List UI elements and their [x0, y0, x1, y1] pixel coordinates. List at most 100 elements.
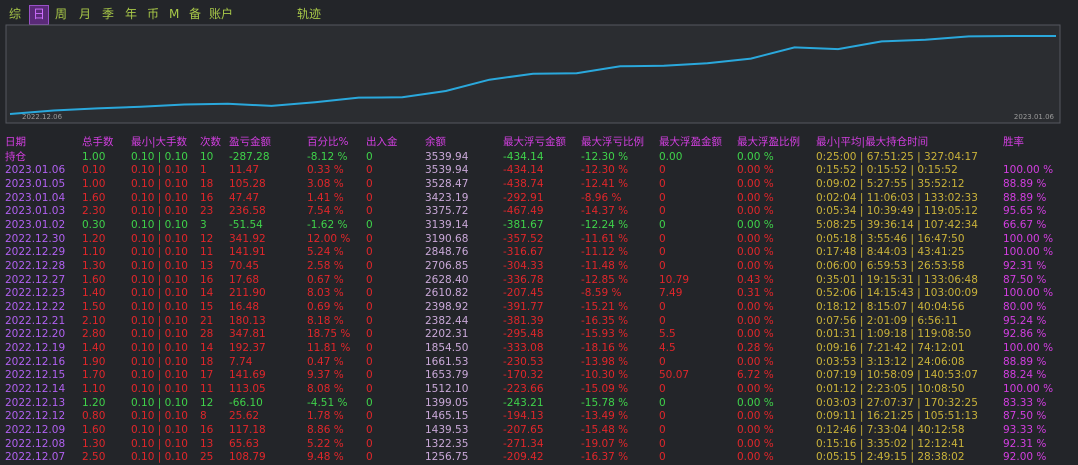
table-cell: -207.65	[503, 424, 544, 437]
table-cell: 0.00 %	[737, 260, 774, 273]
table-cell: 141.91	[229, 246, 266, 259]
table-cell: 3139.14	[425, 219, 469, 232]
table-cell: -11.12 %	[581, 246, 629, 259]
table-cell: -304.33	[503, 260, 544, 273]
table-cell: 0	[659, 191, 666, 204]
table-cell: 12	[200, 396, 214, 409]
table-cell: -434.14	[503, 164, 544, 177]
table-cell: 25.62	[229, 410, 260, 423]
table-cell: 0	[366, 383, 373, 396]
table-cell: 8.03 %	[307, 287, 344, 300]
table-cell: 16.48	[229, 301, 260, 314]
table-cell: 0	[366, 396, 373, 409]
table-cell: 108.79	[229, 451, 266, 464]
table-cell: 0	[366, 232, 373, 245]
tab[interactable]: 账户	[209, 7, 234, 21]
tab[interactable]: 轨迹	[297, 7, 322, 21]
table-cell: 1.40	[82, 342, 106, 355]
table-cell: 1.41 %	[307, 191, 344, 204]
table-cell: 0:35:01 | 19:15:31 | 133:06:48	[816, 273, 978, 286]
table-cell: 1661.53	[425, 355, 469, 368]
table-cell: 1854.50	[425, 342, 469, 355]
table-cell: 341.92	[229, 232, 266, 245]
tab[interactable]: 周	[55, 7, 68, 21]
table-cell: 16	[200, 273, 214, 286]
table-cell: 18	[200, 178, 214, 190]
table-cell: 180.13	[229, 314, 266, 327]
table-cell: -271.34	[503, 437, 544, 450]
stats-table: 日期 总手数 最小|大手数 次数 盈亏金额 百分比% 出入金 余额 最大浮亏金额 最大浮亏比例 最大…	[0, 136, 1078, 465]
table-cell: 0.10 | 0.10	[131, 232, 188, 245]
table-cell: -15.48 %	[581, 424, 629, 437]
table-cell: 最小|大手数	[131, 136, 188, 148]
table-cell: -381.39	[503, 314, 544, 327]
table-cell: 0.10 | 0.10	[131, 342, 188, 355]
table-cell: 92.00 %	[1003, 451, 1047, 464]
table-cell: -207.45	[503, 287, 544, 300]
table-cell: 0	[366, 205, 373, 218]
table-cell: 0	[366, 287, 373, 300]
table-cell: 25	[200, 451, 214, 464]
tab[interactable]: 年	[125, 7, 138, 21]
table-cell: 13	[200, 437, 214, 450]
tab[interactable]: M	[169, 7, 180, 21]
table-cell: 14	[200, 342, 214, 355]
table-cell: 0:09:02 | 5:27:55 | 35:52:12	[816, 178, 965, 190]
table-cell: 0.00 %	[737, 219, 774, 232]
tab[interactable]: 综	[9, 7, 22, 21]
table-cell: 12	[200, 232, 214, 245]
table-cell: 0	[659, 314, 666, 327]
table-cell: 100.00 %	[1003, 232, 1054, 245]
table-cell: 9.37 %	[307, 369, 344, 382]
table-cell: 0.67 %	[307, 273, 344, 286]
table-cell: 0	[659, 424, 666, 437]
table-cell: 2398.92	[425, 301, 469, 314]
table-cell: 0	[659, 383, 666, 396]
table-cell: 1653.79	[425, 369, 469, 382]
tab[interactable]: 日	[29, 5, 50, 25]
table-cell: 0.00 %	[737, 301, 774, 314]
table-cell: 0:02:04 | 11:06:03 | 133:02:33	[816, 191, 978, 204]
table-cell: 0	[366, 437, 373, 450]
table-cell: -357.52	[503, 232, 544, 245]
table-cell: -19.07 %	[581, 437, 629, 450]
table-cell: 1.00	[82, 150, 106, 163]
table-cell: 92.86 %	[1003, 328, 1047, 341]
table-cell: 0.00 %	[737, 328, 774, 341]
table-cell: 0.10 | 0.10	[131, 396, 188, 409]
table-cell: 0.10 | 0.10	[131, 287, 188, 300]
table-cell: 0	[366, 260, 373, 273]
tab[interactable]: 备	[189, 7, 202, 21]
table-cell: 3423.19	[425, 191, 469, 204]
table-cell: -16.37 %	[581, 451, 629, 464]
table-cell: 2022.12.07	[5, 451, 66, 464]
table-cell: 百分比%	[307, 136, 349, 148]
table-cell: 0	[366, 273, 373, 286]
tab[interactable]: 币	[147, 7, 160, 21]
table-cell: 0:05:18 | 3:55:46 | 16:47:50	[816, 232, 965, 245]
table-cell: -194.13	[503, 410, 544, 423]
tab[interactable]: 季	[102, 7, 115, 21]
table-cell: 2022.12.28	[5, 260, 66, 273]
table-cell: -51.54	[229, 219, 263, 232]
equity-line	[9, 35, 1056, 115]
table-cell: 1256.75	[425, 451, 469, 464]
table-cell: 总手数	[82, 136, 114, 148]
tab[interactable]: 月	[79, 7, 92, 21]
table-cell: 2022.12.14	[5, 383, 66, 396]
table-cell: 0	[366, 314, 373, 327]
table-cell: 11	[200, 246, 214, 259]
table-cell: 15	[200, 301, 214, 314]
table-cell: 0.43 %	[737, 273, 774, 286]
table-cell: 6.72 %	[737, 369, 774, 382]
table-cell: 0	[366, 355, 373, 368]
table-cell: 2023.01.04	[5, 191, 66, 204]
table-cell: 0	[366, 246, 373, 259]
table-cell: -230.53	[503, 355, 544, 368]
table-cell: -8.96 %	[581, 191, 622, 204]
table-cell: 13	[200, 260, 214, 273]
table-cell: -243.21	[503, 396, 544, 409]
table-cell: -4.51 %	[307, 396, 348, 409]
table-cell: 95.65 %	[1003, 205, 1047, 218]
table-cell: 0.00 %	[737, 410, 774, 423]
